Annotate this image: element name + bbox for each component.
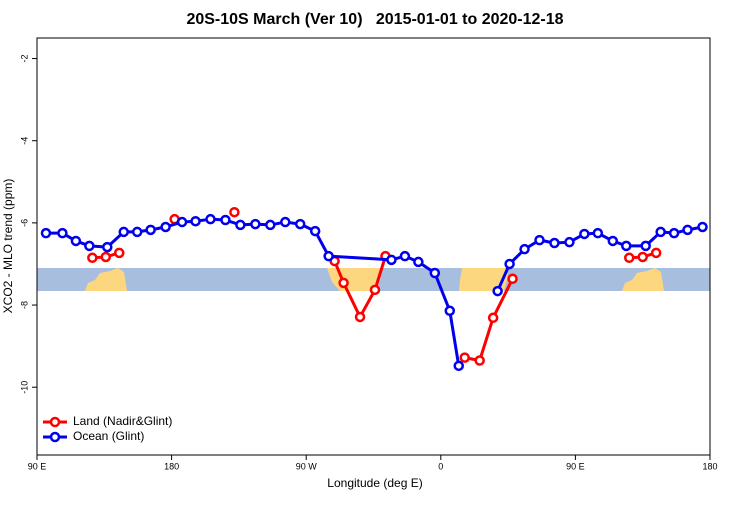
- data-point: [549, 237, 560, 249]
- x-tick-label: 180: [164, 461, 179, 471]
- land-band: [37, 268, 710, 291]
- data-point: [429, 267, 441, 279]
- data-point: [250, 218, 261, 230]
- data-point: [623, 252, 635, 264]
- data-point: [176, 216, 188, 228]
- data-point: [265, 219, 276, 231]
- data-point: [323, 250, 334, 262]
- data-point: [487, 312, 499, 324]
- data-point: [294, 218, 306, 230]
- x-tick-label: 90 W: [296, 461, 318, 471]
- data-point: [682, 224, 693, 236]
- data-point: [507, 273, 518, 285]
- data-point: [145, 224, 156, 236]
- data-point: [668, 227, 680, 239]
- data-point: [453, 360, 464, 372]
- legend: Land (Nadir&Glint)Ocean (Glint): [43, 414, 172, 443]
- data-point: [84, 240, 95, 252]
- data-point: [114, 247, 125, 259]
- data-point: [354, 311, 366, 323]
- data-point: [607, 235, 619, 247]
- data-point: [280, 216, 291, 228]
- x-tick-label: 90 E: [566, 461, 585, 471]
- data-point: [640, 240, 651, 252]
- legend-swatch-marker: [49, 431, 61, 443]
- data-point: [637, 251, 648, 263]
- data-point: [220, 214, 231, 226]
- y-tick-label: -2: [19, 55, 29, 63]
- data-point: [564, 236, 575, 248]
- data-point: [474, 355, 485, 366]
- data-point: [70, 235, 82, 247]
- data-point: [650, 247, 662, 259]
- data-point: [190, 215, 201, 227]
- data-point: [592, 227, 604, 239]
- data-point: [229, 206, 240, 218]
- data-point: [579, 228, 590, 240]
- land-patch: [622, 268, 664, 291]
- data-point: [399, 250, 411, 262]
- data-point: [40, 227, 52, 239]
- data-point: [57, 227, 68, 239]
- x-tick-label: 90 E: [28, 461, 47, 471]
- chart-title: 20S-10S March (Ver 10) 2015-01-01 to 202…: [186, 11, 563, 28]
- data-point: [160, 221, 171, 233]
- data-point: [519, 243, 530, 255]
- data-point: [413, 256, 424, 268]
- y-tick-label: -8: [19, 301, 29, 309]
- y-tick-label: -4: [19, 137, 29, 145]
- data-point: [87, 252, 98, 264]
- data-point: [655, 226, 666, 238]
- y-tick-label: -10: [19, 381, 29, 394]
- data-point: [338, 277, 349, 289]
- data-point: [309, 225, 321, 237]
- data-point: [100, 251, 112, 263]
- data-point: [444, 305, 456, 317]
- data-point: [534, 234, 545, 246]
- data-point: [620, 240, 632, 252]
- data-point: [369, 284, 381, 296]
- data-point: [504, 258, 515, 270]
- data-point: [205, 213, 216, 225]
- data-point: [118, 226, 129, 238]
- x-tick-label: 180: [702, 461, 717, 471]
- legend-label: Ocean (Glint): [73, 429, 144, 443]
- legend-label: Land (Nadir&Glint): [73, 414, 172, 428]
- data-point: [459, 352, 470, 363]
- land-patch: [459, 268, 508, 291]
- data-point: [492, 285, 503, 297]
- data-point: [235, 219, 246, 231]
- plot-frame: [36, 37, 711, 456]
- y-tick-label: -6: [19, 219, 29, 227]
- data-point: [386, 254, 397, 266]
- y-axis-label: XCO2 - MLO trend (ppm): [1, 179, 15, 314]
- data-point: [131, 226, 143, 238]
- land-patch: [85, 268, 127, 291]
- data-point: [697, 221, 708, 233]
- x-tick-label: 0: [438, 461, 443, 471]
- x-axis-label: Longitude (deg E): [327, 476, 422, 490]
- legend-swatch-marker: [49, 416, 61, 428]
- data-point: [102, 241, 113, 253]
